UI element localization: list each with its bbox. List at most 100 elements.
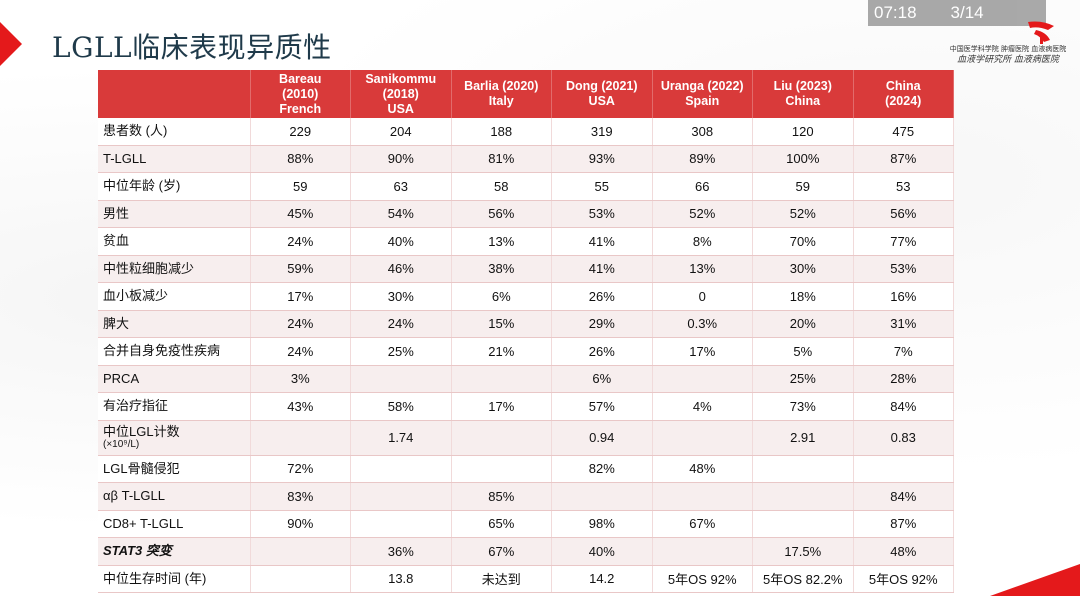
table-cell: 475 <box>853 118 954 146</box>
table-row: T-LGLL 88% 90% 81% 93% 89% 100% 87% <box>98 145 954 173</box>
table-row: 中位年龄 (岁) 59 63 58 55 66 59 53 <box>98 172 954 201</box>
row-label-text: CD8+ T-LGLL <box>103 515 184 531</box>
table-cell: 24% <box>250 337 351 366</box>
row-label-unit: (×10⁹/L) <box>103 438 140 450</box>
logo-text: 中国医学科学院 肿瘤医院 血液病医院 血液学研究所 血液病医院 <box>949 45 1067 65</box>
row-label: 贫血 <box>98 227 251 256</box>
row-label-text: 患者数 (人) <box>103 123 168 139</box>
row-label: CD8+ T-LGLL <box>98 510 251 538</box>
table-cell: 48% <box>853 537 954 566</box>
row-label: STAT3 突变 <box>98 537 251 566</box>
table-cell: 53% <box>853 255 954 283</box>
table-cell: 20% <box>752 310 854 338</box>
table-cell: 87% <box>853 145 954 173</box>
column-header-line2: (2018) <box>382 86 419 101</box>
column-header-line1: China <box>885 79 921 93</box>
table-row: 中性粒细胞减少 59% 46% 38% 41% 13% 30% 53% <box>98 255 954 283</box>
table-cell: 13% <box>451 227 552 256</box>
row-label: T-LGLL <box>98 145 251 173</box>
column-header: Dong (2021) USA <box>551 70 653 118</box>
row-label-text: αβ T-LGLL <box>103 488 165 504</box>
table-cell: 67% <box>652 510 753 538</box>
table-cell: 40% <box>350 227 452 256</box>
table-cell: 2.91 <box>752 420 854 456</box>
table-cell: 15% <box>451 310 552 338</box>
row-label-text: 合并自身免疫性疾病 <box>103 343 221 359</box>
table-cell: 28% <box>853 365 954 393</box>
table-cell: 0.83 <box>853 420 954 456</box>
row-label: 脾大 <box>98 310 251 338</box>
table-cell: 58 <box>451 172 552 201</box>
video-page-indicator: 3/14 <box>950 3 984 22</box>
column-header-line3: French <box>279 101 322 116</box>
row-label-text: 男性 <box>103 205 130 221</box>
column-header-line2: (2010) <box>282 86 319 101</box>
row-label-text: 贫血 <box>103 233 130 249</box>
row-label-text: PRCA <box>103 370 140 386</box>
table-cell: 90% <box>250 510 351 538</box>
table-cell: 6% <box>451 282 552 311</box>
video-time: 07:18 <box>874 3 917 22</box>
table-cell: 72% <box>250 455 351 483</box>
table-cell <box>551 482 653 511</box>
table-cell: 25% <box>350 337 452 366</box>
table-row: αβ T-LGLL 83% 85% 84% <box>98 482 954 511</box>
row-label-text: T-LGLL <box>103 150 147 166</box>
table-row: 有治疗指征 43% 58% 17% 57% 4% 73% 84% <box>98 392 954 421</box>
table-row: 血小板减少 17% 30% 6% 26% 0 18% 16% <box>98 282 954 311</box>
table-cell: 13% <box>652 255 753 283</box>
column-header-line2: Italy <box>488 94 514 108</box>
column-header: Sanikommu (2018) USA <box>350 70 452 118</box>
table-cell <box>350 510 452 538</box>
row-label-text: STAT3 突变 <box>103 543 172 559</box>
table-cell: 7% <box>853 337 954 366</box>
table-row: 贫血 24% 40% 13% 41% 8% 70% 77% <box>98 227 954 256</box>
table-cell: 25% <box>752 365 854 393</box>
red-corner-decoration <box>990 564 1080 596</box>
column-header-line2: Spain <box>685 94 720 108</box>
table-cell: 56% <box>853 200 954 228</box>
table-cell: 36% <box>350 537 452 566</box>
table-cell: 82% <box>551 455 653 483</box>
row-label: LGL骨髓侵犯 <box>98 455 251 483</box>
table-cell: 65% <box>451 510 552 538</box>
row-label: 男性 <box>98 200 251 228</box>
table-cell: 17.5% <box>752 537 854 566</box>
institution-logo <box>1028 21 1054 44</box>
table-cell: 48% <box>652 455 753 483</box>
table-cell: 204 <box>350 118 452 146</box>
table-cell <box>752 455 854 483</box>
table-cell: 5年OS 92% <box>853 565 954 593</box>
row-label-text: LGL骨髓侵犯 <box>103 460 180 476</box>
table-cell: 18% <box>752 282 854 311</box>
column-header-line1: Liu (2023) <box>773 79 832 93</box>
table-cell <box>250 537 351 566</box>
table-row: STAT3 突变 36% 67% 40% 17.5% 48% <box>98 537 954 566</box>
table-row: 中位LGL计数 (×10⁹/L) 1.74 0.94 2.91 0.83 <box>98 420 954 456</box>
row-label: 合并自身免疫性疾病 <box>98 337 251 366</box>
table-cell: 70% <box>752 227 854 256</box>
table-row: PRCA 3% 6% 25% 28% <box>98 365 954 393</box>
video-overlay-bar[interactable]: 07:18 3/14 <box>868 0 1046 26</box>
table-cell: 59% <box>250 255 351 283</box>
row-label-text: 脾大 <box>103 315 130 331</box>
table-cell: 4% <box>652 392 753 421</box>
table-cell: 66 <box>652 172 753 201</box>
table-cell: 0.94 <box>551 420 653 456</box>
table-row: LGL骨髓侵犯 72% 82% 48% <box>98 455 954 483</box>
table-cell: 29% <box>551 310 653 338</box>
row-label: 中性粒细胞减少 <box>98 255 251 283</box>
table-cell: 93% <box>551 145 653 173</box>
table-cell: 54% <box>350 200 452 228</box>
table-cell: 59 <box>752 172 854 201</box>
table-cell: 0.3% <box>652 310 753 338</box>
table-cell: 56% <box>451 200 552 228</box>
column-header-line1: Dong (2021) <box>565 79 638 93</box>
row-label-text: 中位年龄 (岁) <box>103 178 181 194</box>
table-cell: 57% <box>551 392 653 421</box>
table-cell: 100% <box>752 145 854 173</box>
table-cell: 46% <box>350 255 452 283</box>
table-cell: 5年OS 92% <box>652 565 753 593</box>
table-row: 中位生存时间 (年) 13.8 未达到 14.2 5年OS 92% 5年OS 82.2% 5… <box>98 565 954 593</box>
table-cell: 89% <box>652 145 753 173</box>
